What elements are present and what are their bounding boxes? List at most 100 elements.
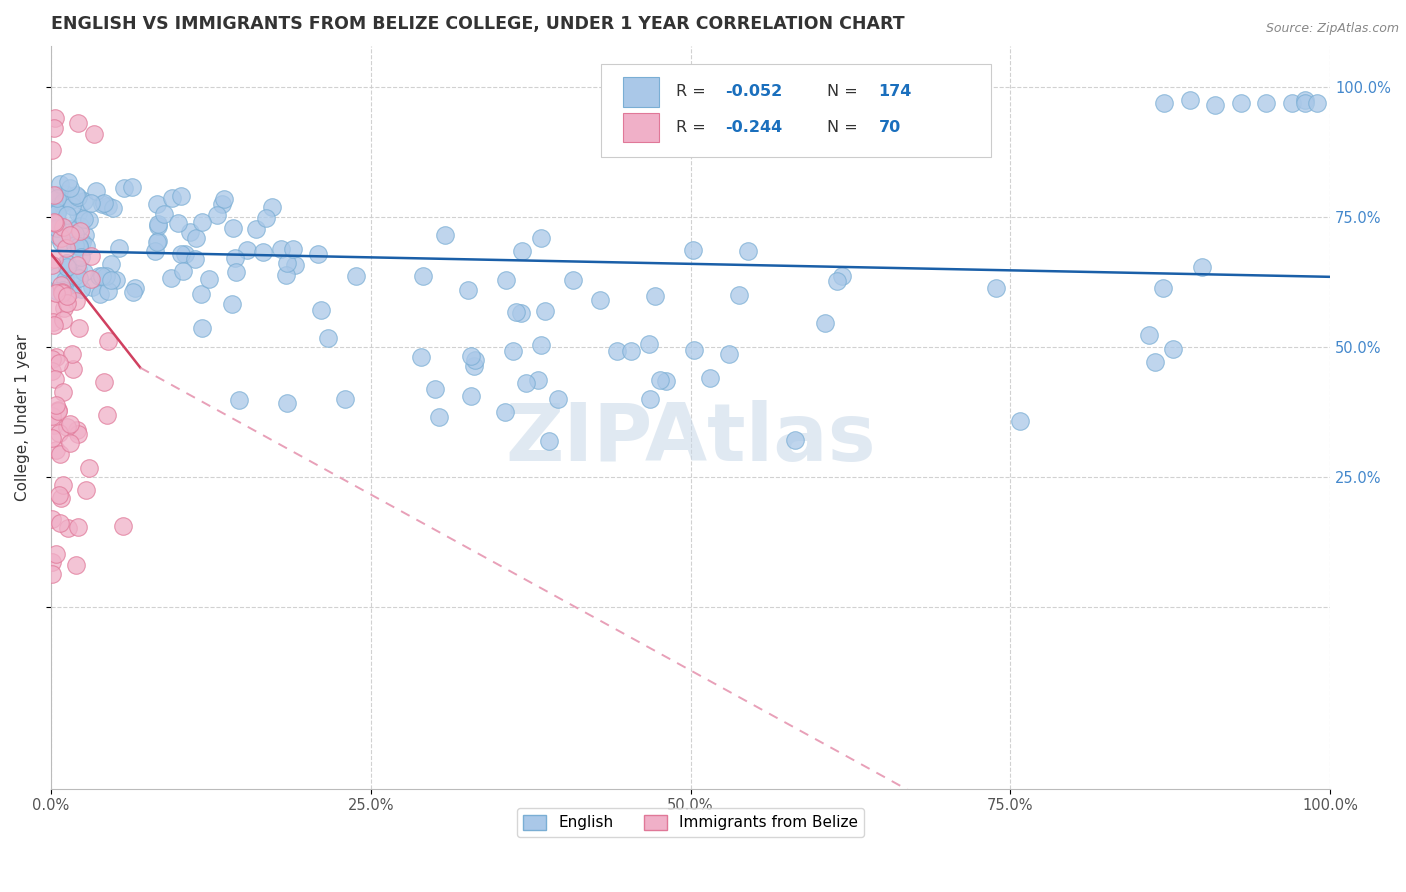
Point <box>1294 93 1316 107</box>
Point <box>207 208 229 222</box>
Point <box>56 521 79 535</box>
Point <box>52 313 75 327</box>
Point <box>52 301 75 316</box>
Point <box>191 215 214 229</box>
Point <box>73 265 96 279</box>
Point <box>1152 281 1174 295</box>
Point <box>52 283 75 297</box>
Point <box>683 343 706 357</box>
Point <box>179 225 201 239</box>
Point <box>60 226 83 240</box>
Point <box>65 258 87 272</box>
FancyBboxPatch shape <box>623 77 658 106</box>
Point <box>48 425 70 440</box>
Point <box>49 447 72 461</box>
Point <box>58 175 80 189</box>
Point <box>70 235 93 250</box>
Point <box>460 388 482 402</box>
Point <box>59 436 82 450</box>
Point <box>509 306 531 320</box>
Point <box>69 224 91 238</box>
Point <box>682 244 704 258</box>
Point <box>46 220 69 235</box>
Point <box>510 244 533 259</box>
Point <box>63 237 86 252</box>
Point <box>1229 95 1251 110</box>
Point <box>48 488 70 502</box>
Point <box>46 404 69 418</box>
Point <box>148 219 170 234</box>
Point <box>77 460 100 475</box>
Point <box>1256 95 1278 110</box>
Point <box>785 433 807 447</box>
Point <box>46 284 69 298</box>
Point <box>91 269 114 284</box>
Point <box>463 359 485 373</box>
Point <box>1010 413 1032 427</box>
Point <box>1137 327 1160 342</box>
Point <box>65 187 87 202</box>
Point <box>42 315 65 329</box>
Point <box>534 304 557 318</box>
Point <box>1191 260 1213 274</box>
Point <box>276 256 298 270</box>
Point <box>83 127 105 141</box>
Point <box>107 241 129 255</box>
Point <box>97 334 120 348</box>
Point <box>638 392 661 407</box>
Point <box>42 252 65 267</box>
Point <box>276 268 298 282</box>
Point <box>494 405 516 419</box>
Point <box>80 280 103 294</box>
Point <box>344 269 367 284</box>
Point <box>41 555 63 569</box>
Point <box>41 143 63 157</box>
Point <box>48 516 70 530</box>
Point <box>527 373 550 387</box>
Point <box>69 219 91 233</box>
Point <box>146 197 169 211</box>
Point <box>67 190 90 204</box>
Point <box>55 256 77 270</box>
Point <box>717 347 740 361</box>
Point <box>190 321 212 335</box>
Point <box>45 547 67 561</box>
Point <box>44 188 66 202</box>
Point <box>276 396 298 410</box>
Point <box>93 375 115 389</box>
Point <box>41 301 63 316</box>
FancyBboxPatch shape <box>623 112 658 142</box>
Point <box>66 116 89 130</box>
Point <box>457 283 479 297</box>
Point <box>530 338 553 352</box>
Point <box>87 268 110 283</box>
Point <box>96 408 118 422</box>
Point <box>284 258 307 272</box>
Point <box>66 206 89 220</box>
Point <box>51 285 73 299</box>
Point <box>211 197 233 211</box>
Point <box>1204 98 1226 112</box>
Point <box>427 410 450 425</box>
Point <box>69 250 91 264</box>
Text: Source: ZipAtlas.com: Source: ZipAtlas.com <box>1265 22 1399 36</box>
Point <box>45 442 67 457</box>
Text: N =: N = <box>828 120 863 135</box>
Point <box>638 336 661 351</box>
Point <box>222 221 245 235</box>
Point <box>70 282 93 296</box>
Point <box>236 243 259 257</box>
Point <box>644 288 666 302</box>
Point <box>224 251 246 265</box>
Point <box>831 268 853 283</box>
Text: -0.244: -0.244 <box>725 120 782 135</box>
Point <box>1294 95 1316 110</box>
Point <box>49 235 72 249</box>
Point <box>260 200 283 214</box>
Point <box>1178 93 1201 107</box>
Point <box>316 331 339 345</box>
Point <box>45 286 67 301</box>
Point <box>112 180 135 194</box>
Point <box>44 318 66 332</box>
Point <box>67 321 90 335</box>
